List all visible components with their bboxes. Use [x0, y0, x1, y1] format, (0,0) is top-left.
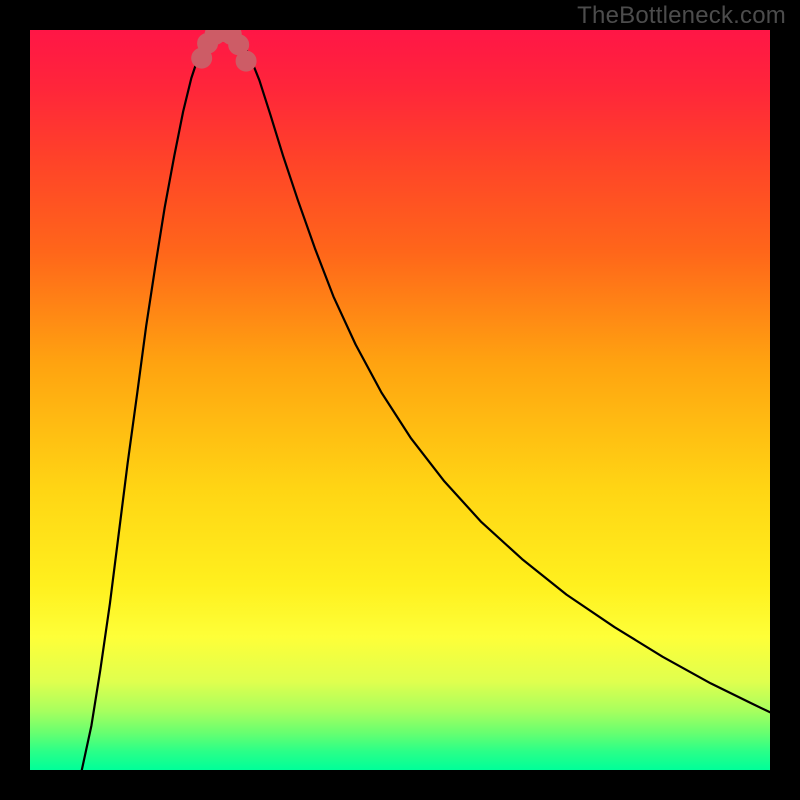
gradient-background	[30, 30, 770, 770]
bottleneck-curve-chart	[30, 30, 770, 770]
watermark-label: TheBottleneck.com	[577, 2, 786, 30]
plot-area	[30, 30, 770, 770]
bottleneck-marker	[236, 51, 256, 71]
